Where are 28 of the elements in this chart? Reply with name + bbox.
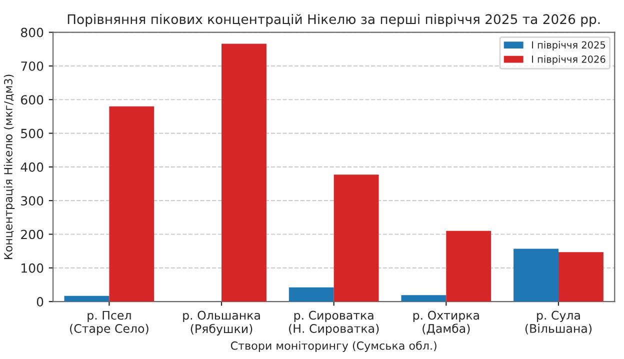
bar: [109, 106, 154, 302]
bar: [222, 44, 266, 302]
bar: [401, 295, 446, 302]
x-tick-label: р. Сула (Вільшана): [525, 310, 592, 334]
x-axis-title: Створи моніторингу (Сумська обл.): [230, 341, 436, 352]
y-tick-label: 500: [21, 128, 44, 138]
y-tick-label: 700: [21, 61, 44, 71]
bar: [446, 230, 492, 302]
x-tick-label: р. Сироватка (Н. Сироватка): [289, 310, 379, 336]
y-tick-label: 200: [21, 230, 44, 240]
bar: [514, 248, 558, 302]
y-tick-label: 100: [22, 263, 44, 273]
legend-label: І півріччя 2025: [532, 41, 606, 50]
bar: [64, 296, 110, 302]
x-tick-label: р. Охтирка (Дамба): [413, 310, 479, 335]
y-tick-label: 800: [21, 28, 44, 38]
y-tick-label: 400: [20, 162, 44, 172]
x-tick-label: р. Ольшанка (Рябушки): [183, 310, 260, 336]
x-tick-label: р. Псел (Старе Село): [70, 310, 148, 336]
bar: [334, 174, 379, 302]
y-tick-label: 0: [36, 297, 44, 306]
bar: [288, 287, 334, 302]
y-tick-label: 600: [21, 95, 44, 105]
y-tick-label: 300: [21, 196, 44, 206]
legend-label: І півріччя 2026: [532, 55, 606, 65]
bar: [558, 252, 604, 302]
y-axis-title: Концентрація Нікелю (мкг/дм3): [4, 74, 15, 259]
chart-title: Порівняння пікових концентрацій Нікелю за перші півріччя 2025 та 2026 рр.: [68, 14, 600, 27]
